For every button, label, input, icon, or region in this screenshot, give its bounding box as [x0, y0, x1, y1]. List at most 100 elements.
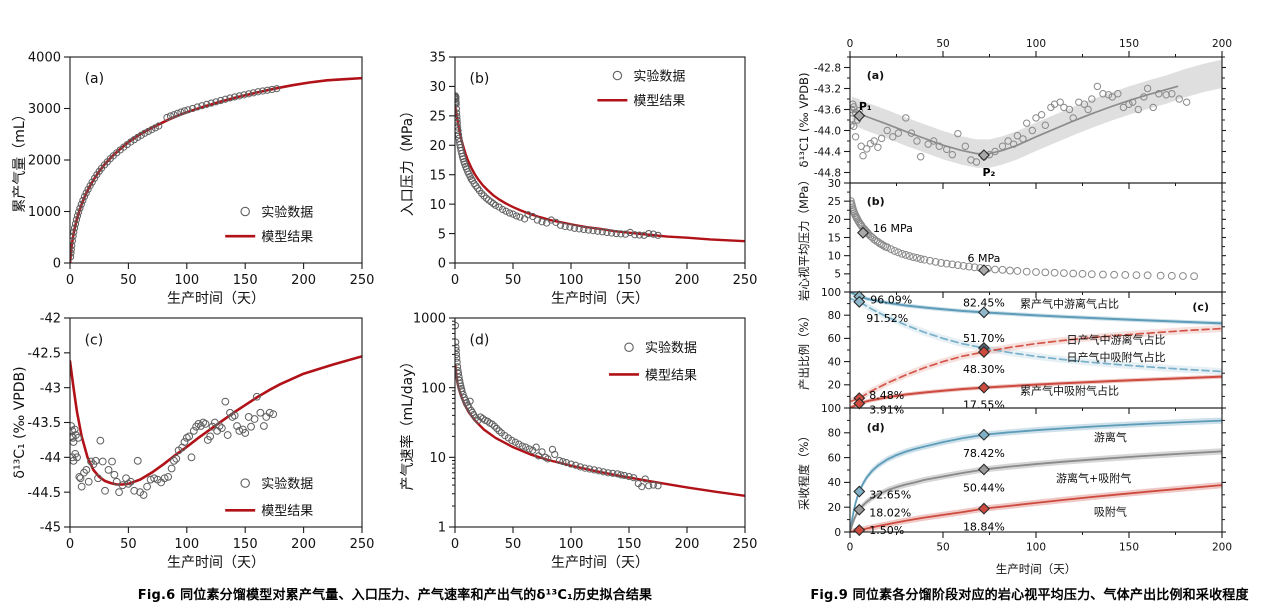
svg-text:模型结果: 模型结果	[261, 504, 313, 519]
svg-text:150: 150	[1119, 38, 1139, 50]
svg-text:78.42%: 78.42%	[963, 447, 1005, 460]
svg-text:10: 10	[429, 451, 446, 466]
svg-text:0: 0	[451, 537, 459, 552]
svg-text:250: 250	[733, 273, 758, 288]
svg-text:200: 200	[675, 273, 700, 288]
svg-text:82.45%: 82.45%	[963, 296, 1005, 309]
svg-text:-42.8: -42.8	[814, 62, 841, 74]
svg-text:1000: 1000	[413, 312, 446, 327]
svg-text:60: 60	[828, 333, 841, 345]
svg-text:日产气中游离气占比: 日产气中游离气占比	[1066, 333, 1165, 347]
svg-text:50: 50	[936, 38, 949, 50]
svg-text:累产气中游离气占比: 累产气中游离气占比	[1020, 297, 1119, 311]
fig6-caption: Fig.6 同位素分馏模型对累产气量、入口压力、产气速率和产出气的δ¹³C₁历史…	[137, 588, 653, 603]
svg-text:(d): (d)	[867, 421, 885, 434]
svg-text:-43.5: -43.5	[27, 416, 61, 431]
svg-text:50: 50	[936, 542, 949, 554]
svg-text:91.52%: 91.52%	[866, 312, 908, 325]
svg-text:200: 200	[1212, 38, 1232, 50]
svg-text:生产时间（天）: 生产时间（天）	[167, 555, 265, 571]
svg-text:20: 20	[828, 380, 841, 392]
svg-text:(c): (c)	[1192, 300, 1209, 313]
svg-text:δ¹³C₁ (‰ VPDB): δ¹³C₁ (‰ VPDB)	[12, 366, 28, 478]
svg-text:-42: -42	[40, 312, 61, 327]
svg-text:20: 20	[429, 139, 446, 154]
svg-text:8.48%: 8.48%	[869, 389, 904, 402]
svg-text:游离气: 游离气	[1094, 430, 1127, 444]
svg-text:生产时间（天）: 生产时间（天）	[551, 291, 649, 307]
svg-text:100: 100	[559, 273, 584, 288]
svg-text:200: 200	[675, 537, 700, 552]
svg-text:200: 200	[291, 537, 316, 552]
svg-text:模型结果: 模型结果	[633, 94, 685, 109]
svg-text:累产气量（mL）: 累产气量（mL）	[12, 107, 28, 212]
svg-text:(a): (a)	[85, 71, 105, 87]
svg-text:3000: 3000	[28, 102, 61, 117]
svg-text:-43: -43	[40, 381, 61, 396]
svg-text:100: 100	[821, 287, 841, 299]
svg-text:200: 200	[1212, 542, 1232, 554]
svg-text:累产气中吸附气占比: 累产气中吸附气占比	[1020, 384, 1119, 398]
svg-text:0: 0	[847, 542, 854, 554]
svg-text:250: 250	[350, 273, 375, 288]
svg-text:0: 0	[834, 527, 841, 539]
svg-text:-42.5: -42.5	[27, 347, 61, 362]
svg-text:4000: 4000	[28, 51, 61, 66]
svg-text:(a): (a)	[867, 69, 884, 82]
svg-text:15: 15	[429, 168, 446, 183]
svg-text:1.50%: 1.50%	[869, 524, 904, 537]
svg-text:3.91%: 3.91%	[869, 403, 904, 416]
svg-text:-44.5: -44.5	[27, 486, 61, 501]
svg-text:5: 5	[834, 269, 841, 281]
svg-text:-43.6: -43.6	[814, 104, 841, 116]
svg-text:产出比例（%）: 产出比例（%）	[797, 310, 811, 390]
svg-text:250: 250	[733, 537, 758, 552]
svg-text:40: 40	[828, 477, 841, 489]
svg-text:产气速率（mL/day）: 产气速率（mL/day）	[399, 355, 416, 491]
svg-text:吸附气: 吸附气	[1094, 504, 1127, 518]
svg-text:6 MPa: 6 MPa	[967, 252, 1000, 265]
svg-text:50: 50	[505, 537, 522, 552]
svg-text:80: 80	[828, 310, 841, 322]
svg-text:60: 60	[828, 452, 841, 464]
svg-text:P₂: P₂	[982, 166, 995, 179]
svg-text:实验数据: 实验数据	[633, 68, 685, 84]
svg-text:48.30%: 48.30%	[963, 363, 1005, 376]
svg-text:96.09%: 96.09%	[870, 294, 912, 307]
svg-text:P₁: P₁	[859, 100, 872, 113]
svg-text:生产时间（天）: 生产时间（天）	[551, 555, 649, 571]
svg-text:岩心视平均压力（MPa）: 岩心视平均压力（MPa）	[797, 174, 811, 301]
svg-text:100: 100	[559, 537, 584, 552]
svg-text:实验数据: 实验数据	[261, 204, 313, 220]
svg-text:15: 15	[828, 232, 841, 244]
svg-text:模型结果: 模型结果	[645, 368, 697, 383]
svg-text:(b): (b)	[867, 195, 885, 208]
svg-text:0: 0	[66, 273, 74, 288]
svg-text:50.44%: 50.44%	[963, 481, 1005, 494]
svg-text:30: 30	[828, 178, 841, 190]
svg-text:150: 150	[1119, 542, 1139, 554]
svg-text:150: 150	[233, 537, 258, 552]
svg-text:200: 200	[291, 273, 316, 288]
svg-text:0: 0	[451, 273, 459, 288]
svg-text:0: 0	[66, 537, 74, 552]
svg-text:10: 10	[429, 198, 446, 213]
svg-text:100: 100	[821, 403, 841, 415]
svg-text:30: 30	[429, 80, 446, 95]
svg-text:(c): (c)	[85, 333, 104, 349]
svg-text:100: 100	[1026, 542, 1046, 554]
fig6-chart: 0 50 100 150 200 25001000200030004000生产时间（天）累…	[12, 51, 758, 571]
svg-text:18.84%: 18.84%	[963, 521, 1005, 534]
svg-text:150: 150	[233, 273, 258, 288]
svg-text:-44.4: -44.4	[814, 146, 841, 158]
svg-text:100: 100	[174, 273, 199, 288]
svg-text:2000: 2000	[28, 154, 61, 169]
svg-text:-45: -45	[40, 521, 61, 536]
svg-text:50: 50	[120, 537, 137, 552]
svg-text:(d): (d)	[470, 333, 490, 349]
svg-text:80: 80	[828, 428, 841, 440]
svg-text:50: 50	[505, 273, 522, 288]
svg-text:生产时间（天）: 生产时间（天）	[996, 562, 1077, 576]
svg-text:40: 40	[828, 356, 841, 368]
